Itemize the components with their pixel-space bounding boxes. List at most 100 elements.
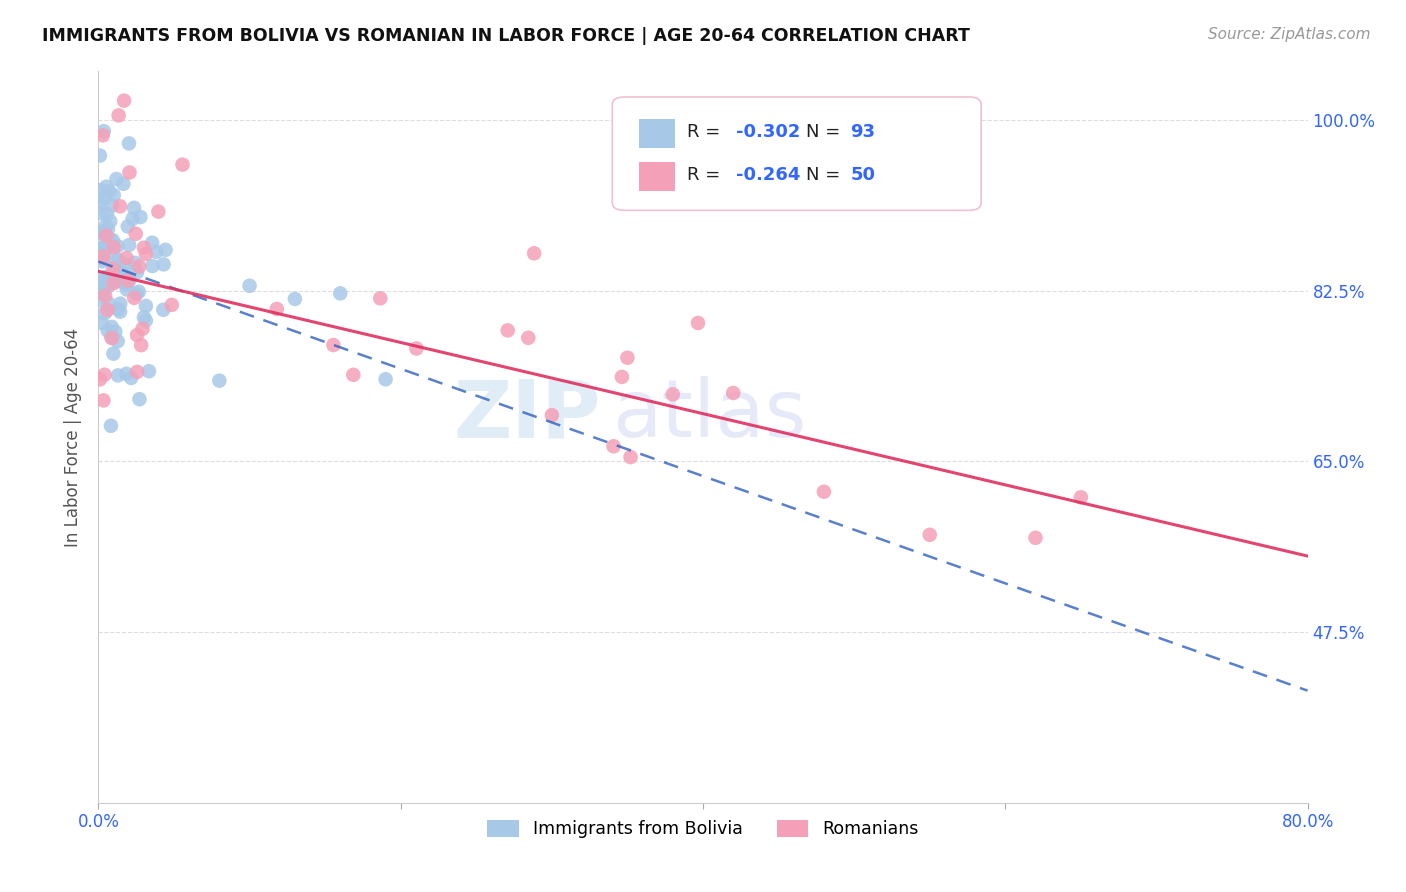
Point [96, 207, 118, 221]
Point [104, 264, 127, 278]
Point [114, 258, 136, 272]
Point [100, 331, 122, 345]
Point [128, 260, 150, 274]
Point [125, 328, 148, 343]
Point [135, 299, 157, 313]
Point [89, 281, 111, 295]
Point [115, 283, 138, 297]
Point [89, 148, 111, 162]
Point [93, 306, 115, 320]
Point [90, 272, 112, 286]
Point [329, 286, 352, 301]
Point [813, 484, 835, 499]
Point [100, 418, 122, 433]
Point [135, 247, 157, 261]
Point [602, 439, 624, 453]
Bar [638, 162, 675, 192]
Point [405, 342, 427, 356]
Point [94, 241, 117, 255]
Point [122, 201, 145, 215]
Point [98, 214, 121, 228]
Point [117, 274, 139, 288]
Point [523, 246, 546, 260]
Point [284, 292, 307, 306]
Point [125, 286, 148, 301]
Point [91, 252, 114, 266]
Point [90, 206, 112, 220]
Bar [638, 119, 675, 148]
Point [152, 257, 174, 271]
Point [107, 252, 129, 267]
Point [118, 165, 141, 179]
Point [103, 277, 125, 291]
Point [107, 334, 129, 349]
Point [104, 325, 127, 339]
Point [723, 386, 745, 401]
Point [97, 222, 120, 236]
Point [172, 158, 194, 172]
Text: Source: ZipAtlas.com: Source: ZipAtlas.com [1208, 27, 1371, 42]
Point [93, 239, 115, 253]
Point [138, 364, 160, 378]
Point [90, 316, 112, 330]
Point [124, 256, 146, 270]
Point [1070, 491, 1092, 505]
Point [125, 227, 148, 241]
Point [94, 281, 117, 295]
Text: R =: R = [688, 167, 727, 185]
Point [97, 302, 120, 317]
Point [103, 346, 125, 360]
Point [122, 291, 145, 305]
Point [90, 227, 112, 241]
Point [94, 243, 117, 257]
Point [93, 191, 115, 205]
Point [91, 250, 114, 264]
Point [115, 251, 138, 265]
Point [239, 278, 262, 293]
Point [96, 269, 118, 284]
Point [89, 372, 111, 386]
Point [128, 285, 150, 299]
Point [118, 238, 141, 252]
Point [141, 259, 163, 273]
Point [517, 331, 540, 345]
Point [91, 286, 114, 301]
Point [112, 177, 135, 191]
Text: -0.302: -0.302 [735, 123, 800, 141]
Point [91, 128, 114, 143]
Point [93, 224, 115, 238]
Point [108, 199, 131, 213]
Point [103, 188, 125, 202]
Point [108, 304, 131, 318]
Point [97, 296, 120, 310]
Point [112, 276, 135, 290]
Point [132, 310, 155, 325]
Point [107, 301, 129, 316]
Point [112, 94, 135, 108]
Point [114, 267, 136, 281]
Point [107, 368, 129, 383]
Point [148, 204, 170, 219]
Point [89, 196, 111, 211]
Point [129, 338, 152, 352]
Point [91, 277, 114, 292]
Point [374, 372, 396, 386]
Point [103, 240, 125, 254]
Point [96, 233, 118, 247]
Point [93, 368, 115, 382]
Point [496, 323, 519, 337]
Point [105, 172, 128, 186]
Point [98, 184, 121, 198]
Text: R =: R = [688, 123, 727, 141]
Point [616, 351, 638, 365]
Text: atlas: atlas [613, 376, 807, 454]
Text: 93: 93 [851, 123, 876, 141]
Point [100, 234, 122, 248]
Point [342, 368, 364, 382]
Text: -0.264: -0.264 [735, 167, 800, 185]
Point [101, 198, 124, 212]
Point [97, 239, 120, 253]
Point [125, 265, 148, 279]
Point [127, 365, 149, 379]
Point [104, 252, 127, 267]
